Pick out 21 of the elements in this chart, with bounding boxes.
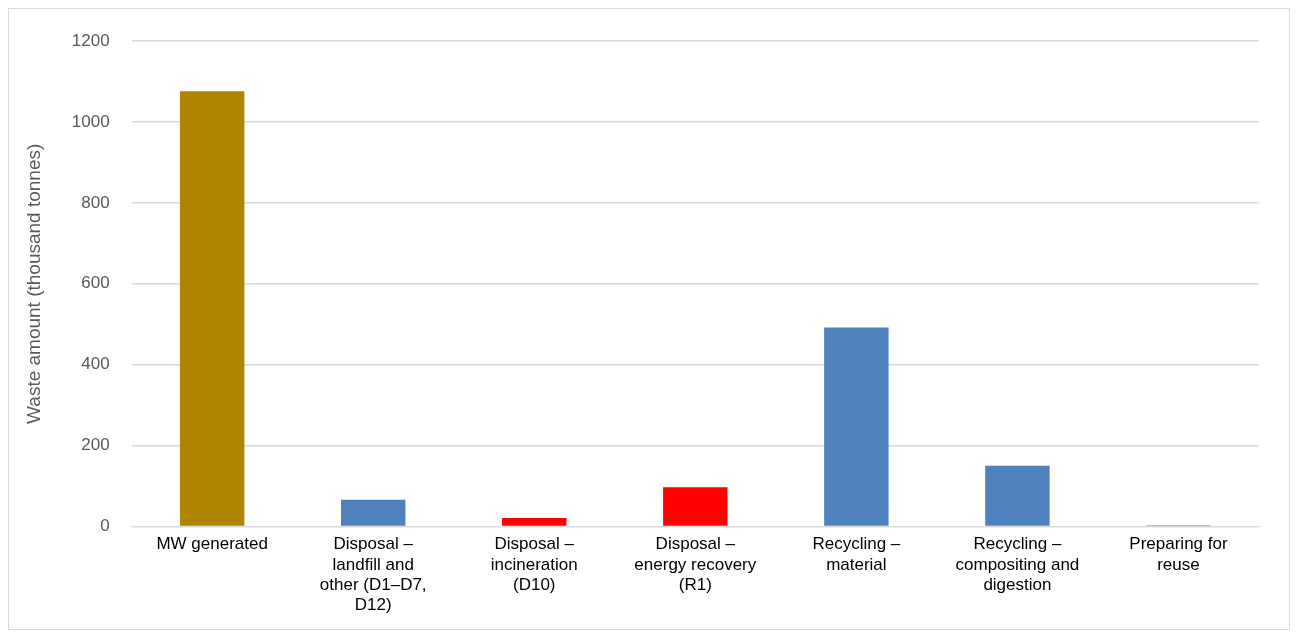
y-tick-label: 0 [100,516,110,536]
y-tick-label: 1200 [71,30,110,50]
x-tick-label: Recycling – compositing and digestion [955,534,1080,595]
bar [502,517,567,526]
bar [985,465,1050,526]
x-tick-label: Recycling – material [812,534,901,574]
y-tick-label: 600 [81,273,110,293]
x-tick-label: Disposal – incineration (D10) [490,534,578,595]
x-tick-label: MW generated [156,534,268,554]
bar [179,91,245,526]
bar [663,487,728,526]
x-tick-label: Disposal – energy recovery (R1) [634,534,757,595]
bar [340,499,406,526]
y-tick-label: 800 [81,192,110,212]
bar [824,327,889,526]
y-axis-title: Waste amount (thousand tonnes) [22,143,44,424]
y-tick-label: 1000 [71,111,110,131]
x-tick-label: Preparing for reuse [1129,534,1228,574]
y-tick-label: 200 [81,435,110,455]
x-tick-label: Disposal – landfill and other (D1–D7, D12) [319,534,427,615]
y-tick-label: 400 [81,354,110,374]
